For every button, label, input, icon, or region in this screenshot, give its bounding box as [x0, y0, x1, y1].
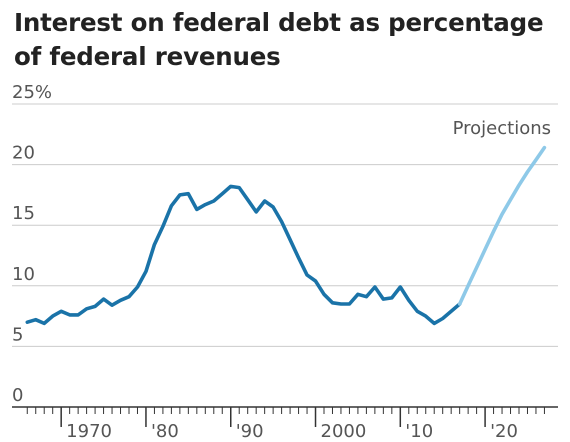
chart-title: Interest on federal debt as percentage o… — [14, 8, 544, 71]
actual-series-line — [25, 184, 462, 326]
x-tick-label: '90 — [236, 421, 264, 442]
y-tick-label: 5 — [12, 324, 23, 345]
y-tick-label: 20 — [12, 143, 35, 164]
y-tick-label: 25% — [12, 82, 52, 103]
y-tick-label: 15 — [12, 203, 35, 224]
x-tick-label: '10 — [405, 421, 433, 442]
projection-series-line — [457, 145, 547, 306]
y-tick-label: 10 — [12, 264, 35, 285]
x-tick-label: 1970 — [66, 421, 112, 442]
series-lines — [25, 145, 547, 326]
x-axis: 1970 '80 '90 2000 '10 '20 — [12, 406, 558, 442]
x-tick-label: 2000 — [321, 421, 367, 442]
x-tick-label: '80 — [151, 421, 179, 442]
projections-annotation: Projections — [453, 118, 551, 139]
x-tick-label: '20 — [490, 421, 518, 442]
y-axis-ticks: 0 5 10 15 20 25% — [12, 82, 52, 406]
y-tick-label: 0 — [12, 385, 23, 406]
